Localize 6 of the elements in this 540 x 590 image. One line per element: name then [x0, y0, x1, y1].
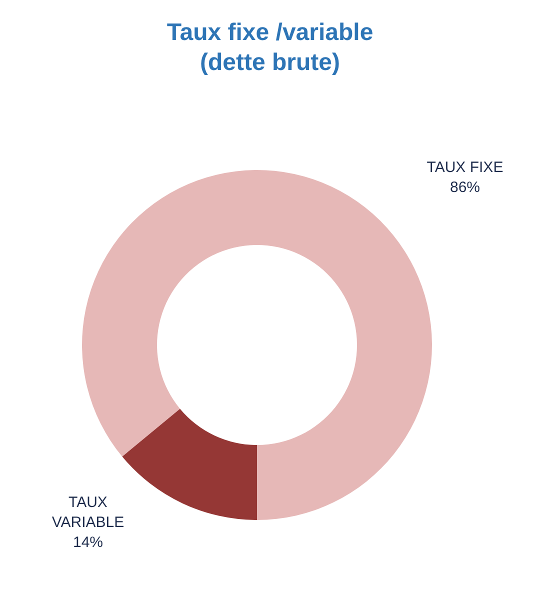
data-label: 86% [450, 179, 480, 196]
data-label: 14% [72, 534, 104, 551]
donut-slice [122, 408, 257, 520]
slice-label: TAUX VARIABLE [52, 494, 124, 531]
chart-title: Taux fixe /variable (dette brute) [166, 19, 374, 76]
slice-label: TAUX FIXE [426, 159, 504, 176]
